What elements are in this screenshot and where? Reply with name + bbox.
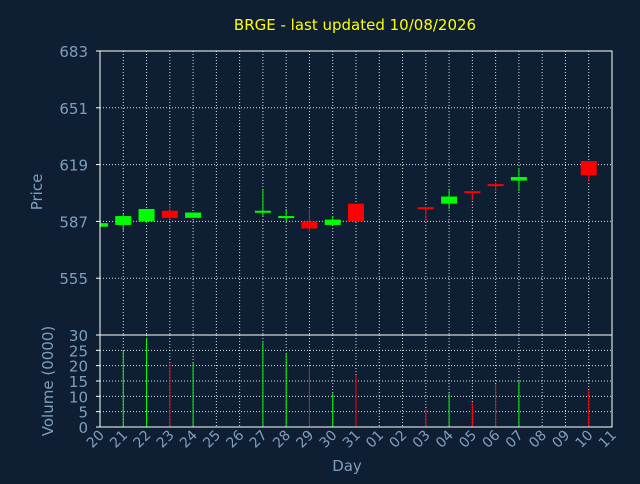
candle-body [441, 196, 458, 204]
day-tick-label: 01 [363, 428, 387, 452]
day-tick-label: 29 [293, 428, 317, 452]
price-tick-label: 651 [59, 100, 88, 118]
volume-bars [122, 338, 590, 427]
candle-body [185, 212, 202, 218]
day-tick-label: 28 [270, 428, 294, 452]
candle-body [580, 161, 597, 176]
candle-body [100, 223, 108, 227]
volume-panel-frame [99, 334, 613, 428]
day-tick-label: 26 [224, 427, 248, 451]
day-tick-label: 21 [107, 428, 131, 452]
volume-tick-label: 30 [69, 327, 88, 345]
candle-body [254, 210, 271, 213]
day-tick-label: 22 [130, 428, 154, 452]
candle-body [115, 216, 132, 225]
candle-body [278, 216, 295, 219]
candle-body [138, 208, 155, 222]
volume-tick-label: 25 [69, 342, 88, 360]
day-tick-label: 04 [433, 427, 457, 451]
price-axis: 683 651 619 587 555 [59, 43, 100, 288]
volume-tick-label: 0 [78, 419, 88, 437]
day-tick-label: 25 [200, 428, 224, 452]
candle-body [301, 221, 318, 229]
day-tick-label: 30 [317, 428, 341, 452]
day-tick-label: 27 [247, 428, 271, 452]
candle-body [324, 219, 341, 225]
candle-body [487, 184, 504, 187]
day-tick-label: 06 [480, 427, 504, 451]
day-tick-label: 08 [526, 428, 550, 452]
day-tick-label: 10 [573, 428, 597, 452]
price-tick-label: 619 [59, 157, 88, 175]
day-tick-label: 05 [456, 428, 480, 452]
candle-body [464, 191, 481, 194]
day-axis-label: Day [332, 457, 362, 475]
chart-title: BRGE - last updated 10/08/2026 [234, 16, 476, 34]
candle-body [417, 207, 434, 210]
candles [99, 161, 597, 233]
price-tick-label: 555 [59, 270, 88, 288]
day-tick-label: 07 [503, 428, 527, 452]
price-tick-label: 587 [59, 213, 88, 231]
day-axis: 20 21 22 23 24 25 26 27 28 29 30 31 01 02 03 04 05 06 07 08… [84, 427, 620, 451]
day-tick-label: 23 [154, 428, 178, 452]
volume-tick-label: 10 [69, 388, 88, 406]
price-tick-label: 683 [59, 43, 88, 61]
candle-body [348, 203, 364, 222]
day-tick-label: 09 [549, 428, 573, 452]
volume-axis-label: Volume (0000) [39, 326, 57, 436]
price-grid [100, 50, 612, 335]
day-tick-label: 02 [386, 428, 410, 452]
volume-tick-label: 5 [78, 404, 88, 422]
candle-body [161, 210, 178, 218]
day-tick-label: 11 [596, 428, 620, 452]
day-tick-label: 24 [177, 427, 201, 451]
volume-tick-label: 20 [69, 358, 88, 376]
day-tick-label: 03 [410, 428, 434, 452]
day-tick-label: 31 [340, 428, 364, 452]
candle-body [510, 177, 527, 181]
price-axis-label: Price [28, 174, 46, 211]
volume-tick-label: 15 [69, 373, 88, 391]
